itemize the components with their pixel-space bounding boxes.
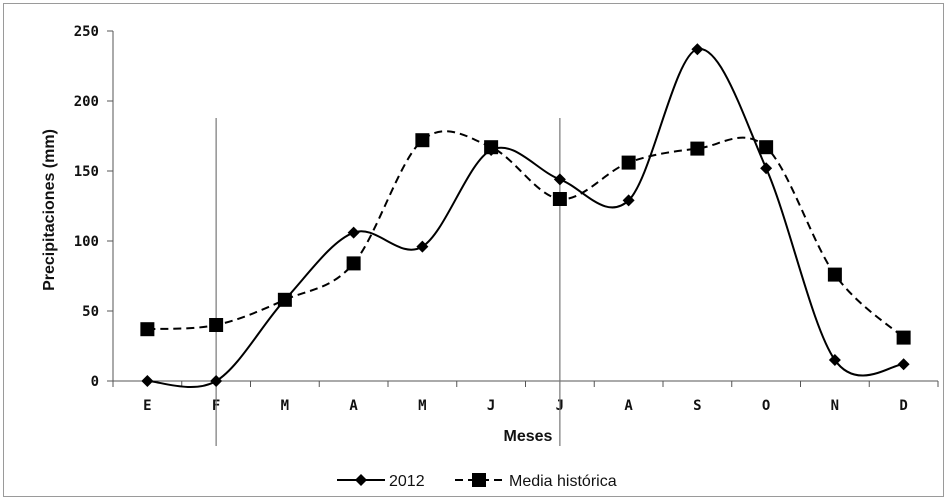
data-point-marker	[140, 322, 155, 337]
x-tick-label: M	[418, 398, 426, 414]
reference-lines	[215, 118, 561, 446]
y-tick-label: 0	[91, 374, 99, 390]
series-media-historica	[140, 130, 911, 345]
series-line	[147, 48, 904, 389]
data-point-marker	[552, 192, 567, 206]
y-tick-label: 50	[82, 304, 99, 320]
data-point-marker	[759, 140, 774, 155]
data-point-marker	[209, 318, 224, 332]
data-point-marker	[485, 144, 498, 156]
legend: 2012 Media histórica	[337, 473, 617, 490]
data-point-marker	[897, 358, 910, 371]
data-point-marker	[690, 141, 705, 156]
series-line	[147, 130, 905, 339]
series-layer	[140, 43, 911, 389]
legend-label-media: Media histórica	[509, 473, 617, 490]
data-point-marker	[346, 256, 361, 271]
data-point-marker	[347, 226, 360, 239]
data-point-marker	[141, 375, 154, 387]
x-axis-title: Meses	[504, 428, 553, 445]
y-tick-label: 200	[74, 94, 99, 110]
x-tick-label: O	[762, 398, 770, 414]
y-tick-label: 100	[74, 234, 99, 250]
data-point-marker	[278, 293, 291, 306]
data-point-marker	[622, 194, 635, 207]
x-tick-label: A	[624, 398, 633, 414]
series-year-2012	[141, 43, 910, 389]
x-axis: EFMAMJJASOND	[112, 380, 939, 414]
data-point-marker	[691, 43, 704, 56]
x-tick-label: N	[831, 398, 839, 414]
x-tick-label: E	[143, 398, 151, 414]
x-tick-label: S	[693, 398, 701, 414]
data-point-marker	[760, 162, 773, 175]
data-point-marker	[621, 155, 636, 170]
data-point-marker	[827, 267, 842, 282]
legend-label-2012: 2012	[389, 473, 425, 490]
data-point-marker	[210, 375, 223, 387]
x-tick-label: J	[487, 398, 495, 414]
x-tick-label: M	[281, 398, 289, 414]
x-tick-label: A	[349, 398, 358, 414]
x-tick-label: D	[899, 398, 907, 414]
data-point-marker	[828, 354, 841, 366]
y-tick-label: 250	[74, 24, 99, 40]
y-axis-title: Precipitaciones (mm)	[41, 129, 58, 291]
chart-frame	[3, 3, 944, 497]
data-point-marker	[896, 330, 911, 345]
y-axis: 0 50 100 150 200 250	[74, 24, 114, 390]
data-point-marker	[416, 240, 429, 253]
data-point-marker	[415, 133, 430, 148]
legend-marker-2012	[355, 474, 367, 486]
y-tick-label: 150	[74, 164, 99, 180]
data-point-marker	[553, 173, 566, 186]
legend-marker-media	[472, 473, 486, 487]
